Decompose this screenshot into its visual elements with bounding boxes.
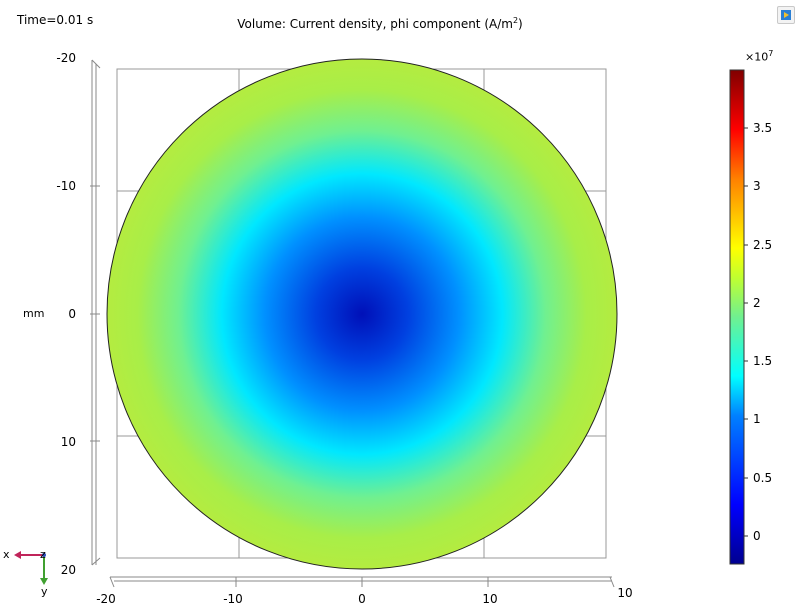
current-density-disk[interactable] <box>106 58 618 570</box>
colorbar-label: 3 <box>753 179 761 193</box>
colorbar-ticks <box>744 127 748 537</box>
y-tick-label: 10 <box>60 435 76 449</box>
colorbar-exponent-power: 7 <box>768 49 774 58</box>
y-axis-frame <box>90 59 101 566</box>
y-tick-label: -20 <box>56 51 76 65</box>
colorbar-label: 3.5 <box>753 121 773 135</box>
view-settings-icon <box>781 10 791 20</box>
triad-y-label: y <box>41 585 48 598</box>
x-tick-label: 10 <box>617 586 633 600</box>
plot-title-tail: ) <box>518 17 523 31</box>
colorbar-label: 0 <box>753 529 761 543</box>
colorbar-label: 2 <box>753 296 761 310</box>
colorbar-exponent-base: ×10 <box>745 50 769 64</box>
axis-triad <box>14 551 48 585</box>
triad-x-label: x <box>3 548 10 561</box>
plot-title: Volume: Current density, phi component (… <box>0 16 760 31</box>
y-tick-label: -10 <box>56 179 76 193</box>
y-axis-unit: mm <box>23 307 45 320</box>
x-tick-label: -10 <box>223 592 243 606</box>
x-tick-label: 10 <box>482 592 498 606</box>
colorbar-label: 0.5 <box>753 471 773 485</box>
x-tick-label: 0 <box>358 592 366 606</box>
view-settings-button[interactable] <box>777 6 795 24</box>
colorbar-label: 1 <box>753 412 761 426</box>
colorbar-label: 2.5 <box>753 238 773 252</box>
colorbar <box>729 69 745 565</box>
x-tick-label: -20 <box>96 592 116 606</box>
y-tick-label: 20 <box>60 563 76 577</box>
y-tick-label: 0 <box>68 307 76 321</box>
x-axis-frame <box>109 576 615 588</box>
triad-z-label: z <box>40 548 46 561</box>
time-label: Time=0.01 s <box>17 13 94 27</box>
plot-title-superscript: 2 <box>512 16 519 25</box>
plot-title-text: Volume: Current density, phi component (… <box>237 17 513 31</box>
colorbar-label: 1.5 <box>753 354 773 368</box>
colorbar-exponent: ×107 <box>745 49 773 64</box>
